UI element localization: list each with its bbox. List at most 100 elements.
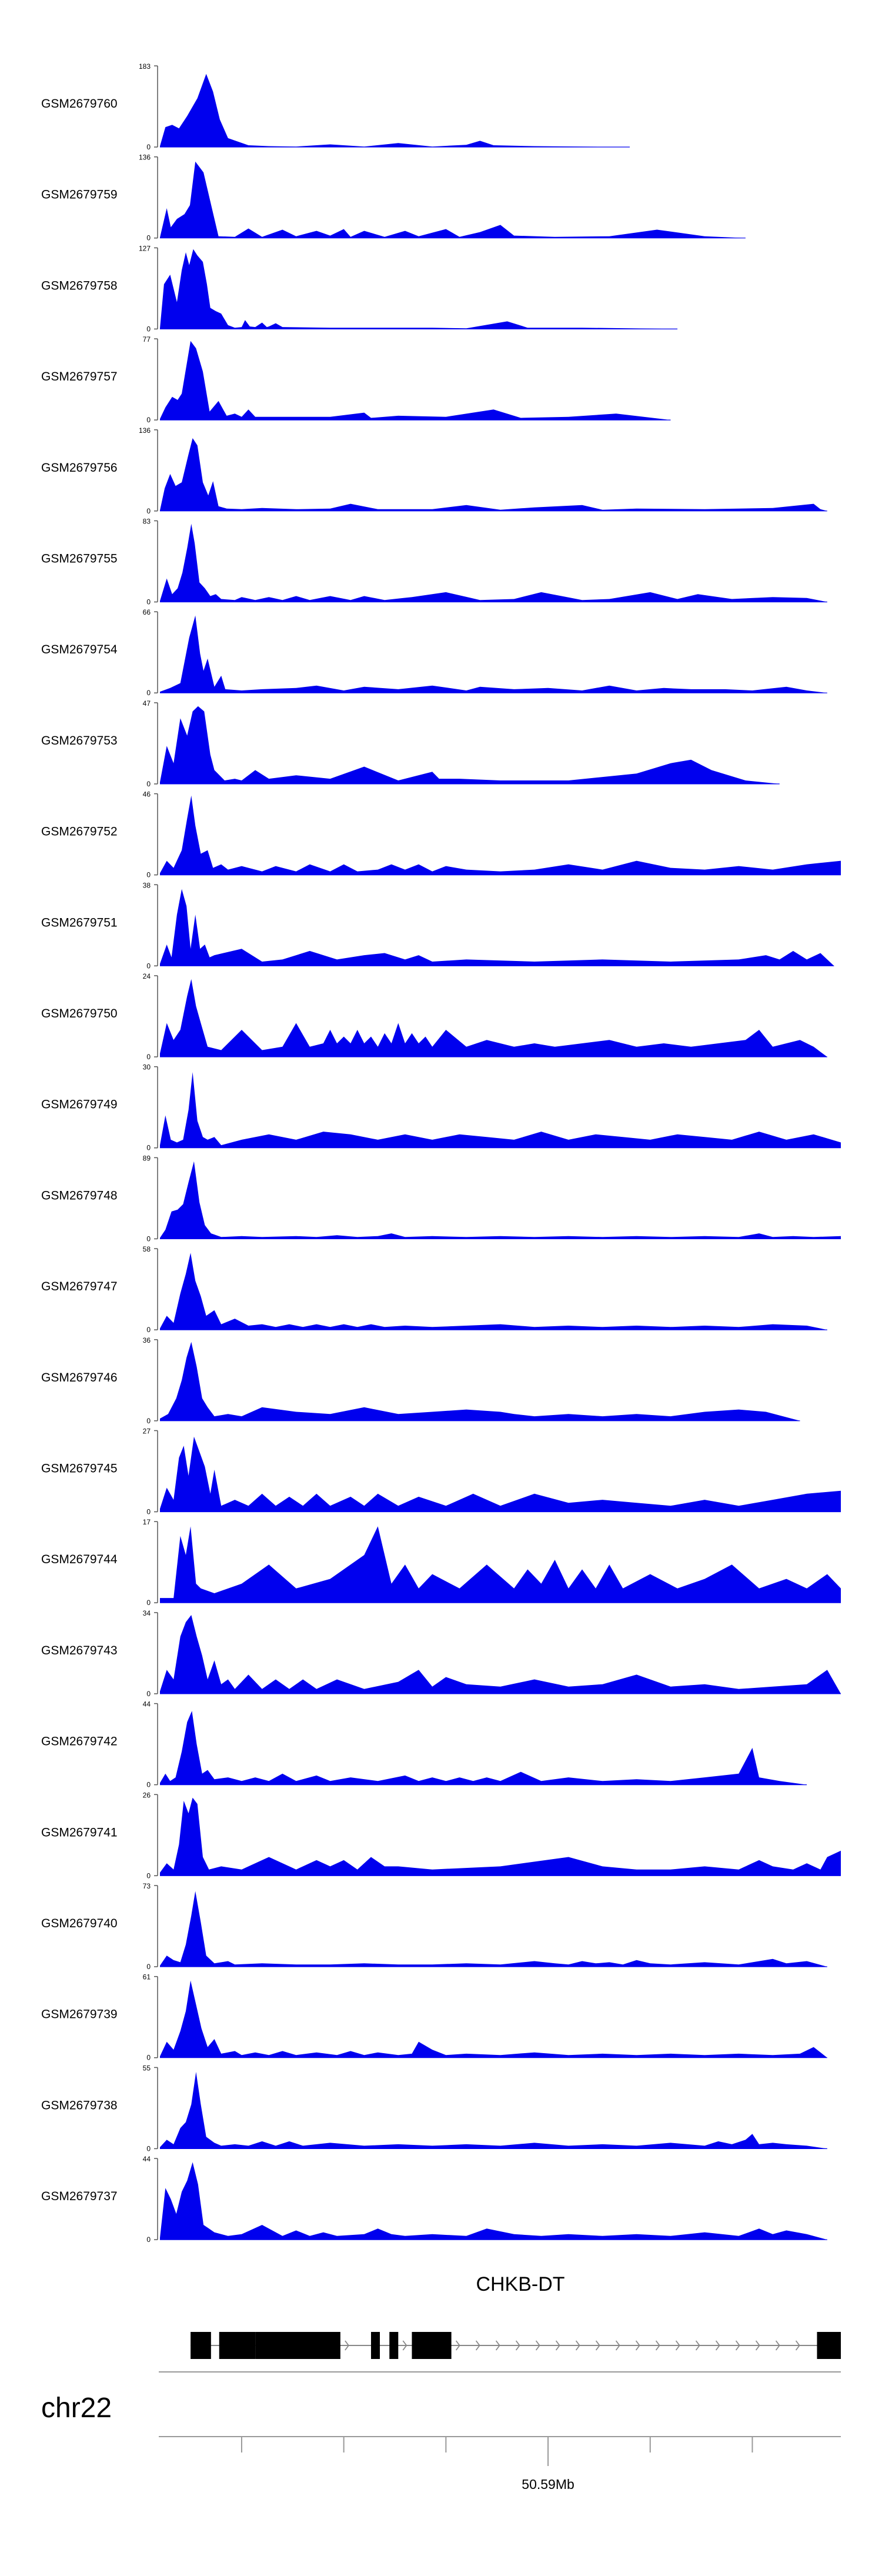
strand-arrow xyxy=(555,2340,560,2351)
strand-arrow xyxy=(495,2340,500,2351)
gene-name-label: CHKB-DT xyxy=(476,2273,564,2295)
y-max-label: 73 xyxy=(143,1882,151,1890)
y-max-label: 36 xyxy=(143,1336,151,1344)
strand-arrow xyxy=(475,2340,480,2351)
y-max-label: 77 xyxy=(143,335,151,343)
sample-label: GSM2679759 xyxy=(41,188,118,202)
strand-arrow xyxy=(655,2340,660,2351)
track-GSM2679757: GSM2679757 77 0 xyxy=(41,335,671,424)
sample-label: GSM2679740 xyxy=(41,1917,118,1930)
sample-label: GSM2679741 xyxy=(41,1826,118,1839)
sample-label: GSM2679758 xyxy=(41,279,118,292)
coverage-area xyxy=(160,1342,800,1421)
track-GSM2679751: GSM2679751 38 0 xyxy=(41,881,834,970)
y-min-label: 0 xyxy=(146,1781,151,1789)
strand-arrow xyxy=(795,2340,800,2351)
sample-label: GSM2679756 xyxy=(41,461,118,475)
y-max-label: 44 xyxy=(143,1700,151,1709)
track-GSM2679758: GSM2679758 127 0 xyxy=(41,244,678,333)
y-min-label: 0 xyxy=(146,962,151,970)
coverage-area xyxy=(160,795,841,875)
coverage-area xyxy=(160,1615,841,1694)
y-min-label: 0 xyxy=(146,1599,151,1607)
y-min-label: 0 xyxy=(146,598,151,606)
sample-label: GSM2679748 xyxy=(41,1189,118,1202)
chromosome-label: chr22 xyxy=(41,2393,112,2424)
track-GSM2679742: GSM2679742 44 0 xyxy=(41,1700,807,1789)
track-GSM2679746: GSM2679746 36 0 xyxy=(41,1336,800,1425)
sample-label: GSM2679755 xyxy=(41,552,118,566)
y-max-label: 127 xyxy=(139,244,151,252)
strand-arrow xyxy=(535,2340,540,2351)
exon-block xyxy=(191,2332,211,2359)
coverage-area xyxy=(160,74,630,147)
y-min-label: 0 xyxy=(146,1326,151,1334)
y-min-label: 0 xyxy=(146,1690,151,1698)
y-max-label: 44 xyxy=(143,2155,151,2163)
coverage-area xyxy=(160,1436,841,1512)
sample-label: GSM2679752 xyxy=(41,825,118,839)
sample-label: GSM2679750 xyxy=(41,1007,118,1020)
y-min-label: 0 xyxy=(146,234,151,242)
sample-label: GSM2679742 xyxy=(41,1735,118,1749)
track-GSM2679737: GSM2679737 44 0 xyxy=(41,2155,827,2244)
strand-arrow xyxy=(635,2340,640,2351)
coverage-area xyxy=(160,1526,841,1603)
track-GSM2679744: GSM2679744 17 0 xyxy=(41,1518,841,1607)
y-min-label: 0 xyxy=(146,507,151,515)
sample-label: GSM2679739 xyxy=(41,2008,118,2021)
y-max-label: 30 xyxy=(143,1063,151,1072)
y-min-label: 0 xyxy=(146,2235,151,2244)
y-max-label: 17 xyxy=(143,1518,151,1526)
coverage-area xyxy=(160,1891,827,1967)
y-min-label: 0 xyxy=(146,689,151,697)
y-max-label: 24 xyxy=(143,972,151,980)
y-max-label: 38 xyxy=(143,881,151,889)
sample-label: GSM2679745 xyxy=(41,1462,118,1476)
coverage-area xyxy=(160,523,827,602)
y-max-label: 89 xyxy=(143,1154,151,1162)
y-max-label: 27 xyxy=(143,1427,151,1436)
sample-label: GSM2679738 xyxy=(41,2098,118,2112)
coverage-area xyxy=(160,615,827,693)
strand-arrow xyxy=(345,2340,349,2351)
y-max-label: 55 xyxy=(143,2064,151,2072)
coverage-area xyxy=(160,706,780,784)
exon-block xyxy=(255,2332,340,2359)
y-min-label: 0 xyxy=(146,1417,151,1425)
sample-label: GSM2679747 xyxy=(41,1280,118,1293)
axis-ticks xyxy=(240,2437,753,2466)
strand-arrow xyxy=(615,2340,620,2351)
track-GSM2679741: GSM2679741 26 0 xyxy=(41,1791,841,1880)
gene-exons xyxy=(191,2332,841,2359)
coverage-area xyxy=(160,1711,807,1785)
coverage-area xyxy=(160,1797,841,1876)
sample-label: GSM2679751 xyxy=(41,916,118,929)
track-GSM2679740: GSM2679740 73 0 xyxy=(41,1882,827,1971)
sample-label: GSM2679746 xyxy=(41,1371,118,1384)
exon-block xyxy=(389,2332,399,2359)
y-min-label: 0 xyxy=(146,325,151,333)
y-max-label: 66 xyxy=(143,608,151,616)
strand-arrow xyxy=(675,2340,680,2351)
sample-label: GSM2679737 xyxy=(41,2190,118,2203)
track-GSM2679749: GSM2679749 30 0 xyxy=(41,1063,841,1152)
strand-arrow xyxy=(575,2340,580,2351)
y-max-label: 136 xyxy=(139,154,151,162)
y-max-label: 183 xyxy=(139,62,151,71)
exon-block xyxy=(370,2332,380,2359)
y-max-label: 61 xyxy=(143,1973,151,1981)
y-min-label: 0 xyxy=(146,1871,151,1880)
strand-arrow xyxy=(515,2340,520,2351)
exon-block xyxy=(412,2332,452,2359)
y-min-label: 0 xyxy=(146,2144,151,2153)
track-GSM2679752: GSM2679752 46 0 xyxy=(41,790,841,879)
strand-arrow xyxy=(715,2340,720,2351)
coverage-area xyxy=(160,979,827,1057)
sample-label: GSM2679754 xyxy=(41,643,118,656)
coverage-area xyxy=(160,2071,827,2149)
track-GSM2679738: GSM2679738 55 0 xyxy=(41,2064,827,2153)
track-GSM2679745: GSM2679745 27 0 xyxy=(41,1427,841,1516)
coverage-area xyxy=(160,1072,841,1148)
